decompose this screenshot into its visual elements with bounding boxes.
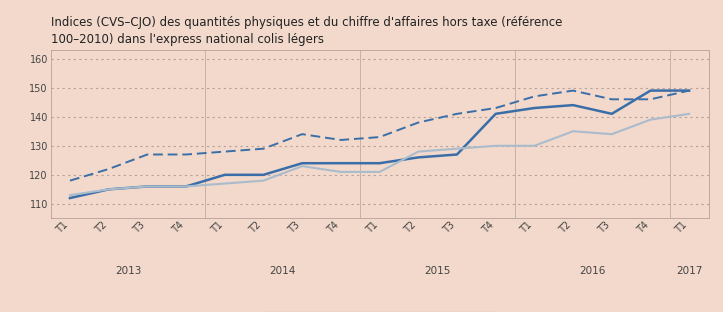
CA HT (453, 147, 461, 151)
Text: 2017: 2017 (676, 266, 702, 275)
CA HT (646, 118, 655, 121)
Envols (375, 135, 384, 139)
CA HT (104, 188, 113, 191)
Envols (66, 179, 74, 183)
Envols (143, 153, 152, 156)
Text: 2014: 2014 (270, 266, 296, 275)
Tonnes (646, 89, 655, 92)
Envols (221, 150, 229, 154)
Envols (414, 121, 423, 124)
CA HT (607, 132, 616, 136)
CA HT (259, 179, 268, 183)
Text: 2013: 2013 (115, 266, 141, 275)
Text: 2015: 2015 (424, 266, 451, 275)
Line: Tonnes: Tonnes (70, 90, 689, 198)
Tonnes (104, 188, 113, 191)
CA HT (414, 150, 423, 154)
Tonnes (607, 112, 616, 116)
Envols (259, 147, 268, 151)
CA HT (143, 185, 152, 188)
CA HT (336, 170, 345, 174)
Tonnes (414, 155, 423, 159)
Envols (453, 112, 461, 116)
Envols (569, 89, 578, 92)
CA HT (685, 112, 693, 116)
Envols (685, 89, 693, 92)
Tonnes (530, 106, 539, 110)
Text: Indices (CVS–CJO) des quantités physiques et du chiffre d'affaires hors taxe (ré: Indices (CVS–CJO) des quantités physique… (51, 16, 562, 46)
Line: CA HT: CA HT (70, 114, 689, 195)
Tonnes (221, 173, 229, 177)
Tonnes (181, 185, 190, 188)
Tonnes (453, 153, 461, 156)
Tonnes (143, 185, 152, 188)
Tonnes (685, 89, 693, 92)
Envols (104, 167, 113, 171)
CA HT (492, 144, 500, 148)
Envols (298, 132, 307, 136)
CA HT (569, 129, 578, 133)
Tonnes (66, 196, 74, 200)
CA HT (530, 144, 539, 148)
Envols (492, 106, 500, 110)
Tonnes (336, 161, 345, 165)
Tonnes (569, 103, 578, 107)
Tonnes (492, 112, 500, 116)
Envols (530, 95, 539, 98)
Envols (646, 97, 655, 101)
CA HT (66, 193, 74, 197)
Text: 2016: 2016 (579, 266, 606, 275)
CA HT (298, 164, 307, 168)
Tonnes (259, 173, 268, 177)
Envols (181, 153, 190, 156)
Envols (607, 97, 616, 101)
CA HT (221, 182, 229, 185)
CA HT (181, 185, 190, 188)
Tonnes (375, 161, 384, 165)
Envols (336, 138, 345, 142)
CA HT (375, 170, 384, 174)
Tonnes (298, 161, 307, 165)
Line: Envols: Envols (70, 90, 689, 181)
